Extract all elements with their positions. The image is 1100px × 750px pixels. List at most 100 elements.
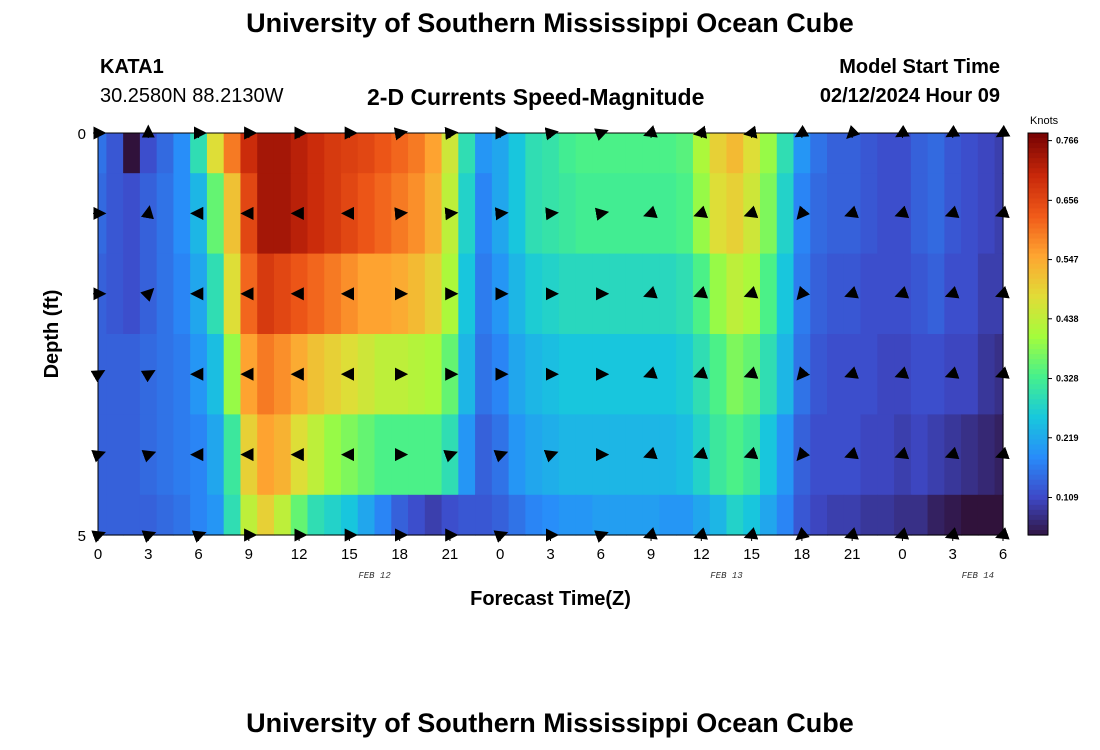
colorbar-segment xyxy=(1028,318,1048,325)
colorbar-segment xyxy=(1028,519,1048,526)
heatmap-cell xyxy=(575,414,593,496)
heatmap-cell xyxy=(877,414,895,496)
vector-arrow xyxy=(140,369,156,383)
heatmap-cell xyxy=(860,133,878,174)
heatmap-cell xyxy=(307,414,325,496)
x-tick-label: 3 xyxy=(949,546,957,563)
heatmap-cell xyxy=(659,414,677,496)
x-tick-label: 9 xyxy=(647,546,655,563)
vector-arrow xyxy=(494,207,509,221)
vector-arrow xyxy=(444,207,459,221)
colorbar-segment xyxy=(1028,273,1048,280)
heatmap-cell xyxy=(257,253,275,335)
heatmap-cell xyxy=(961,133,979,174)
heatmap-cell xyxy=(843,133,862,174)
vector-arrow xyxy=(796,366,810,381)
heatmap-cell xyxy=(961,173,979,255)
heatmap-cell xyxy=(793,494,811,536)
heatmap-cell xyxy=(424,253,443,335)
heatmap-cell xyxy=(475,253,493,335)
colorbar-segment xyxy=(1028,404,1048,410)
heatmap-cell xyxy=(542,133,560,174)
heatmap-cell xyxy=(961,494,979,536)
heatmap-cell xyxy=(709,494,728,536)
heatmap-cell xyxy=(408,173,426,255)
colorbar-segment xyxy=(1028,248,1048,255)
colorbar-tick-label: 0.766 xyxy=(1056,136,1079,146)
colorbar-segment xyxy=(1028,193,1048,199)
heatmap-cell xyxy=(223,173,242,255)
vector-arrow xyxy=(944,446,960,460)
colorbar-segment xyxy=(1028,454,1048,461)
vector-arrow xyxy=(543,450,559,463)
heatmap-cell xyxy=(759,253,778,335)
heatmap-cell xyxy=(625,414,644,496)
colorbar-segment xyxy=(1028,449,1048,456)
x-tick-label: 0 xyxy=(898,546,906,563)
colorbar-segment xyxy=(1028,243,1048,250)
heatmap-cell xyxy=(424,334,443,415)
heatmap-cell xyxy=(927,414,945,496)
heatmap-cell xyxy=(927,334,945,415)
heatmap-cell xyxy=(759,414,778,496)
x-tick-label: 6 xyxy=(597,546,605,563)
heatmap-cell xyxy=(810,253,828,335)
heatmap-cell xyxy=(977,173,996,255)
heatmap-cell xyxy=(743,133,761,174)
colorbar-segment xyxy=(1028,524,1048,531)
heatmap-cell xyxy=(508,173,526,255)
heatmap-cell xyxy=(676,133,694,174)
heatmap-cell xyxy=(592,494,610,536)
heatmap-cell xyxy=(860,414,878,496)
heatmap-cell xyxy=(625,173,644,255)
heatmap-cell xyxy=(927,253,945,335)
heatmap-cell xyxy=(776,494,795,536)
heatmap-cell xyxy=(575,494,593,536)
vector-arrow xyxy=(796,446,810,462)
heatmap-cell xyxy=(827,133,845,174)
heatmap-cell xyxy=(391,133,409,174)
vector-arrow xyxy=(743,285,759,299)
heatmap-cell xyxy=(659,334,677,415)
heatmap-cell xyxy=(223,253,242,335)
heatmap-cell xyxy=(324,334,342,415)
x-tick-label: 15 xyxy=(743,546,760,563)
heatmap-cell xyxy=(659,494,677,536)
heatmap-cell xyxy=(374,334,392,415)
colorbar-segment xyxy=(1028,328,1048,335)
heatmap-cell xyxy=(910,253,929,335)
x-tick-label: 18 xyxy=(794,546,811,563)
heatmap-cell xyxy=(273,334,292,415)
vector-arrow xyxy=(594,207,610,221)
heatmap-cell xyxy=(860,253,878,335)
heatmap-cell xyxy=(877,494,895,536)
heatmap-cell xyxy=(776,414,795,496)
colorbar-segment xyxy=(1028,474,1048,481)
heatmap-cell xyxy=(408,414,426,496)
heatmap-cell xyxy=(341,494,359,536)
heatmap-cell xyxy=(676,334,694,415)
heatmap-cell xyxy=(625,133,644,174)
heatmap-cell xyxy=(994,133,1004,174)
colorbar-segment xyxy=(1028,334,1048,340)
vector-arrow xyxy=(894,205,910,218)
heatmap-cell xyxy=(190,133,208,174)
heatmap-cell xyxy=(877,133,895,174)
heatmap-cell xyxy=(894,133,912,174)
colorbar-segment xyxy=(1028,188,1048,194)
heatmap-cell xyxy=(575,253,593,335)
heatmap-cell xyxy=(156,173,175,255)
heatmap-cell xyxy=(357,173,376,255)
heatmap-cell xyxy=(676,253,694,335)
heatmap-cell xyxy=(408,334,426,415)
heatmap-cell xyxy=(206,494,225,536)
colorbar-segment xyxy=(1028,263,1048,270)
heatmap-cell xyxy=(525,173,543,255)
heatmap-cell xyxy=(106,133,124,174)
colorbar-segment xyxy=(1028,158,1048,164)
heatmap-cell xyxy=(609,414,627,496)
colorbar-segment xyxy=(1028,429,1048,436)
vector-arrow xyxy=(693,205,709,218)
heatmap-cell xyxy=(324,414,342,496)
heatmap-cell xyxy=(827,494,845,536)
